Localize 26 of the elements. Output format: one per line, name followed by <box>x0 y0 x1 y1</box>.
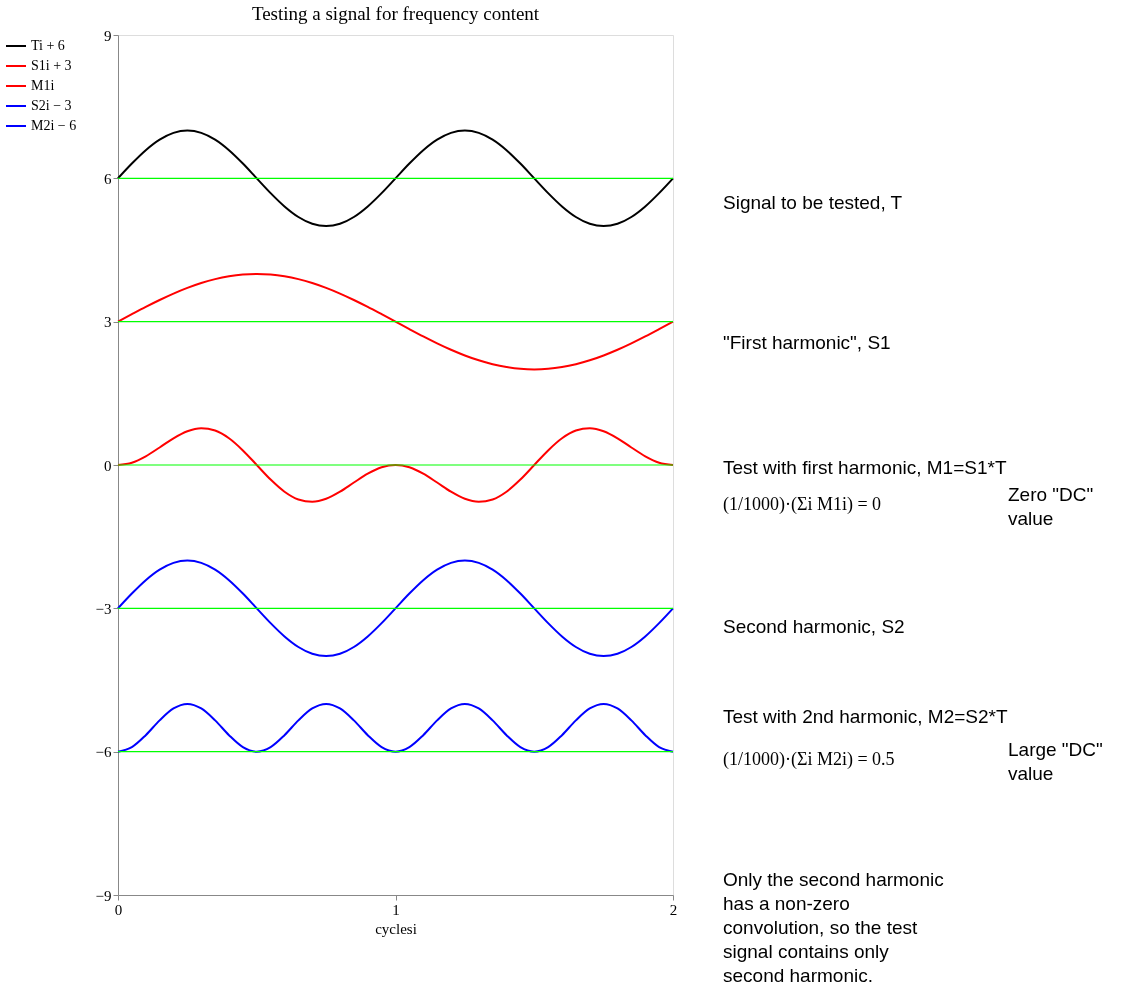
text: Only the second harmonic has a non-zero convolution, so the test signal contains only second harmonic. <box>723 869 944 986</box>
text: Zero "DC" value <box>1008 484 1094 529</box>
text: Test with 2nd harmonic, M2=S2*T <box>723 706 1008 727</box>
text: Large "DC" value <box>1008 739 1103 784</box>
legend-label: M1i <box>31 78 55 93</box>
legend-label: Ti + 6 <box>31 38 65 53</box>
y-tick-label: 3 <box>104 314 112 331</box>
y-tick-label: −3 <box>95 600 112 617</box>
x-axis-title: cyclesi <box>375 920 417 937</box>
y-tick-label: −9 <box>95 887 112 904</box>
x-tick-label: 1 <box>392 901 400 918</box>
y-tick-label: 0 <box>104 457 112 474</box>
y-tick-label: −6 <box>95 744 112 761</box>
x-tick-label: 2 <box>669 901 678 918</box>
text: (1/1000)·(Σi M2i) = 0.5 <box>723 749 895 770</box>
text: (1/1000)·(Σi M1i) = 0 <box>723 494 882 515</box>
text: Test with first harmonic, M1=S1*T <box>723 457 1007 478</box>
y-tick-label: 6 <box>104 170 112 187</box>
y-tick-label: 9 <box>104 27 112 44</box>
text: "First harmonic", S1 <box>723 332 891 353</box>
legend-label: S2i − 3 <box>31 98 72 113</box>
legend-label: M2i − 6 <box>31 118 77 133</box>
text: Second harmonic, S2 <box>723 616 905 637</box>
legend-label: S1i + 3 <box>31 58 72 73</box>
text: Signal to be tested, T <box>723 192 903 213</box>
chart-title: Testing a signal for frequency content <box>251 3 540 24</box>
